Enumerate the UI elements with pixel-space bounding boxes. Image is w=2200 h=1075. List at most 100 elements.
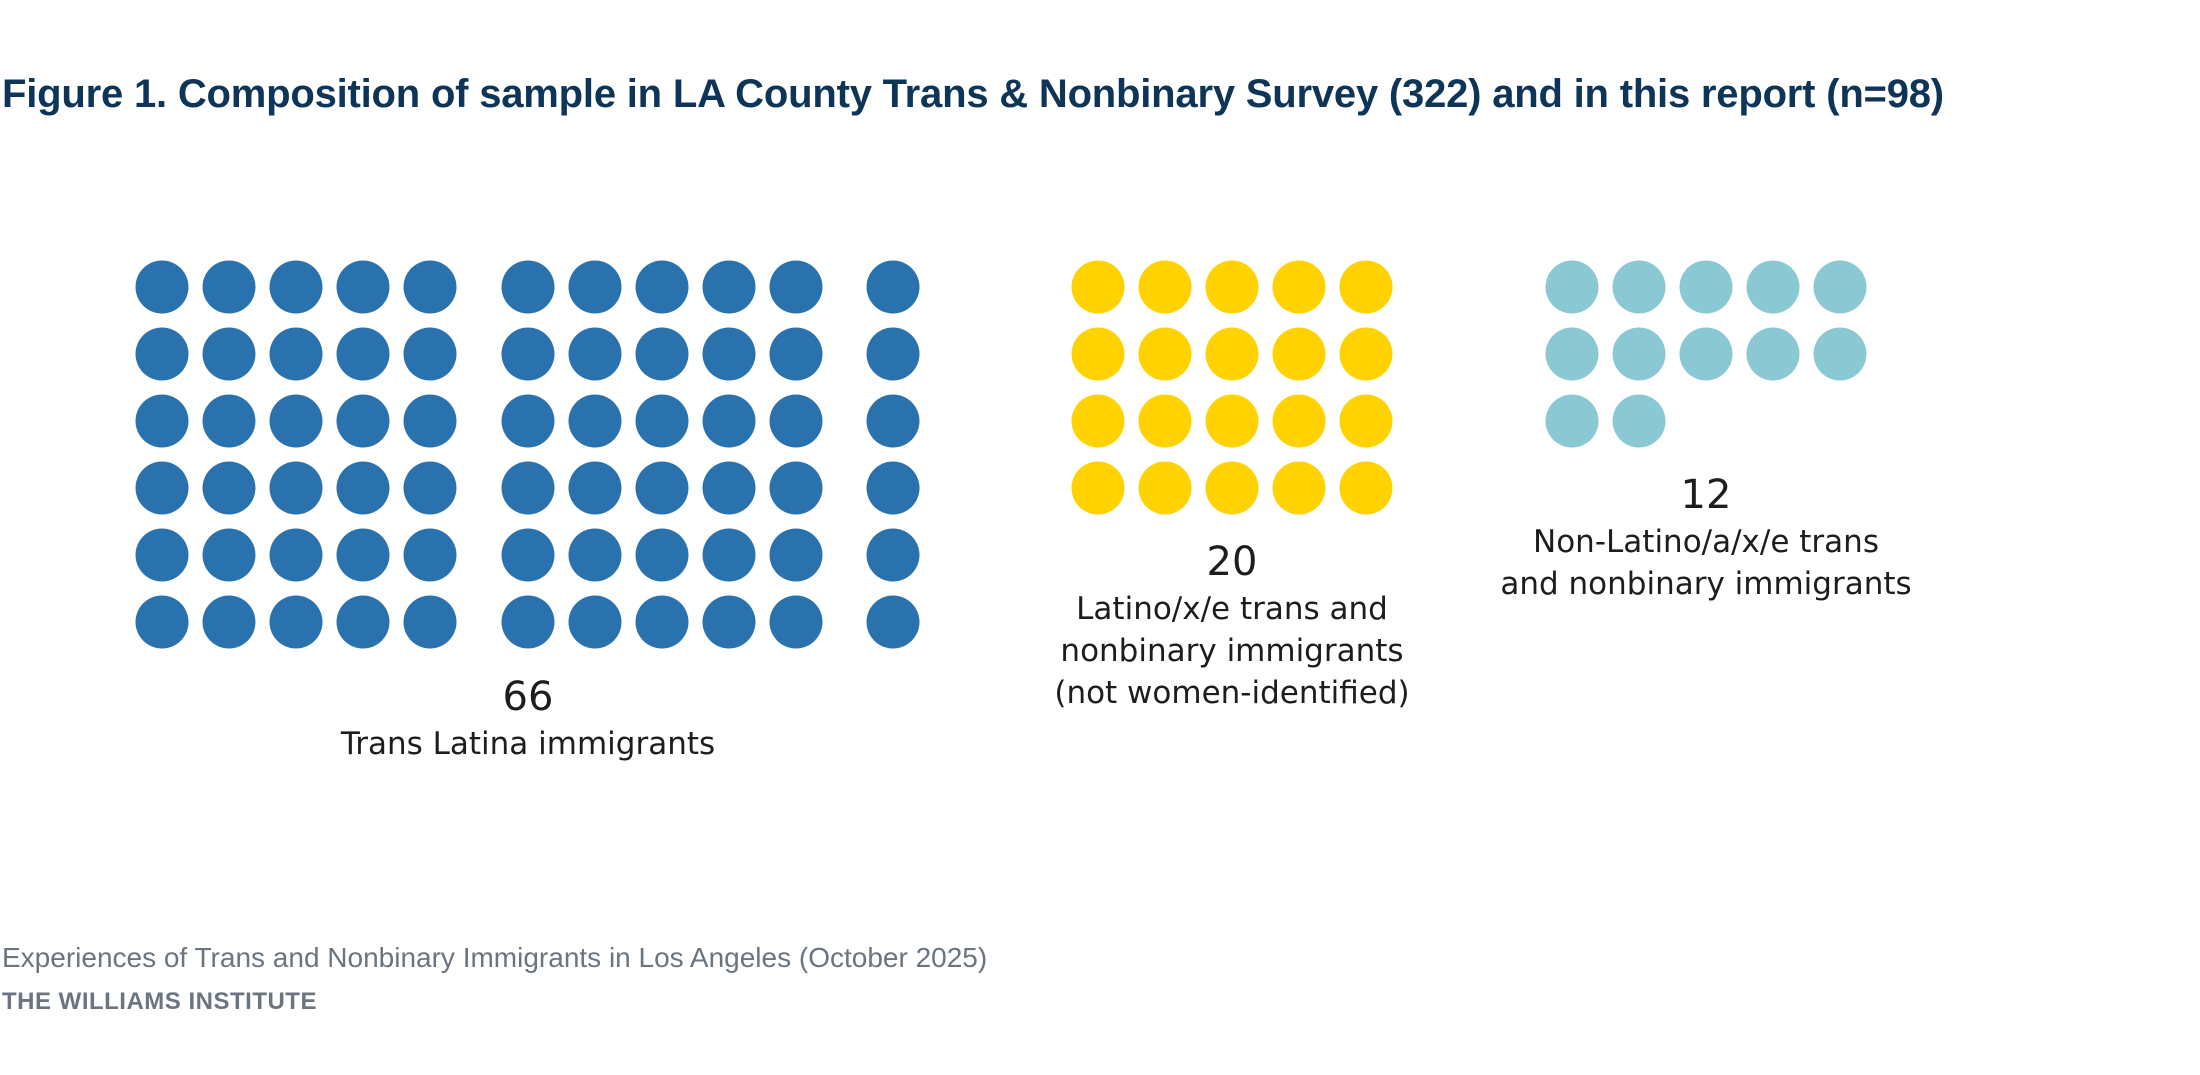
waffle-group-non-latino-a-x-e-trans-and-nonbinary-immigrants bbox=[1545, 260, 1867, 448]
dot-trans-latina-immigrants bbox=[769, 394, 823, 448]
count-label-latino-x-e-trans-and-nonbinary-immigrants-not-women-identified: 20 bbox=[1207, 539, 1258, 585]
dot-trans-latina-immigrants bbox=[336, 260, 390, 314]
dot-trans-latina-immigrants bbox=[202, 260, 256, 314]
dot-latino-x-e-trans-and-nonbinary-immigrants-not-women-identified bbox=[1138, 260, 1192, 314]
dot-latino-x-e-trans-and-nonbinary-immigrants-not-women-identified bbox=[1272, 327, 1326, 381]
dot-trans-latina-immigrants bbox=[135, 394, 189, 448]
dot-trans-latina-immigrants bbox=[403, 327, 457, 381]
dot-trans-latina-immigrants bbox=[635, 394, 689, 448]
dot-non-latino-a-x-e-trans-and-nonbinary-immigrants bbox=[1612, 394, 1666, 448]
dot-trans-latina-immigrants bbox=[702, 528, 756, 582]
source-note: Experiences of Trans and Nonbinary Immig… bbox=[2, 942, 988, 973]
dot-trans-latina-immigrants bbox=[769, 595, 823, 649]
dot-trans-latina-immigrants bbox=[635, 461, 689, 515]
dot-trans-latina-immigrants bbox=[403, 394, 457, 448]
dot-latino-x-e-trans-and-nonbinary-immigrants-not-women-identified bbox=[1272, 394, 1326, 448]
waffle-chart: 66 Trans Latina immigrants 20 Latino/x/e tr… bbox=[135, 260, 1912, 762]
dot-trans-latina-immigrants bbox=[501, 595, 555, 649]
dot-trans-latina-immigrants bbox=[269, 528, 323, 582]
dot-latino-x-e-trans-and-nonbinary-immigrants-not-women-identified bbox=[1138, 327, 1192, 381]
dot-trans-latina-immigrants bbox=[568, 394, 622, 448]
dot-trans-latina-immigrants bbox=[403, 528, 457, 582]
dot-non-latino-a-x-e-trans-and-nonbinary-immigrants bbox=[1679, 260, 1733, 314]
dot-trans-latina-immigrants bbox=[635, 528, 689, 582]
dot-latino-x-e-trans-and-nonbinary-immigrants-not-women-identified bbox=[1205, 327, 1259, 381]
dot-trans-latina-immigrants bbox=[866, 595, 920, 649]
dot-trans-latina-immigrants bbox=[403, 260, 457, 314]
dot-trans-latina-immigrants bbox=[202, 461, 256, 515]
count-label-trans-latina-immigrants: 66 bbox=[503, 674, 554, 720]
dot-trans-latina-immigrants bbox=[501, 528, 555, 582]
group-label-latino-x-e-trans-and-nonbinary-immigrants-not-women-identified: Latino/x/e trans and bbox=[1076, 591, 1388, 627]
dot-latino-x-e-trans-and-nonbinary-immigrants-not-women-identified bbox=[1339, 461, 1393, 515]
dot-non-latino-a-x-e-trans-and-nonbinary-immigrants bbox=[1679, 327, 1733, 381]
dot-trans-latina-immigrants bbox=[568, 528, 622, 582]
group-label-non-latino-a-x-e-trans-and-nonbinary-immigrants: and nonbinary immigrants bbox=[1500, 566, 1911, 602]
dot-non-latino-a-x-e-trans-and-nonbinary-immigrants bbox=[1813, 260, 1867, 314]
dot-trans-latina-immigrants bbox=[336, 595, 390, 649]
dot-trans-latina-immigrants bbox=[702, 461, 756, 515]
dot-trans-latina-immigrants bbox=[568, 260, 622, 314]
dot-trans-latina-immigrants bbox=[769, 327, 823, 381]
dot-trans-latina-immigrants bbox=[702, 260, 756, 314]
dot-trans-latina-immigrants bbox=[568, 327, 622, 381]
dot-trans-latina-immigrants bbox=[269, 260, 323, 314]
dot-latino-x-e-trans-and-nonbinary-immigrants-not-women-identified bbox=[1138, 461, 1192, 515]
dot-trans-latina-immigrants bbox=[135, 260, 189, 314]
dot-trans-latina-immigrants bbox=[269, 461, 323, 515]
dot-latino-x-e-trans-and-nonbinary-immigrants-not-women-identified bbox=[1205, 394, 1259, 448]
dot-trans-latina-immigrants bbox=[202, 595, 256, 649]
dot-trans-latina-immigrants bbox=[135, 595, 189, 649]
dot-trans-latina-immigrants bbox=[269, 327, 323, 381]
dot-latino-x-e-trans-and-nonbinary-immigrants-not-women-identified bbox=[1205, 260, 1259, 314]
dot-non-latino-a-x-e-trans-and-nonbinary-immigrants bbox=[1746, 260, 1800, 314]
dot-trans-latina-immigrants bbox=[501, 327, 555, 381]
dot-non-latino-a-x-e-trans-and-nonbinary-immigrants bbox=[1813, 327, 1867, 381]
dot-trans-latina-immigrants bbox=[568, 595, 622, 649]
dot-trans-latina-immigrants bbox=[202, 327, 256, 381]
dot-trans-latina-immigrants bbox=[403, 461, 457, 515]
dot-trans-latina-immigrants bbox=[135, 528, 189, 582]
dot-trans-latina-immigrants bbox=[501, 394, 555, 448]
dot-trans-latina-immigrants bbox=[501, 461, 555, 515]
dot-latino-x-e-trans-and-nonbinary-immigrants-not-women-identified bbox=[1071, 327, 1125, 381]
figure-title: Figure 1. Composition of sample in LA Co… bbox=[2, 72, 1944, 116]
dot-trans-latina-immigrants bbox=[501, 260, 555, 314]
group-label-trans-latina-immigrants: Trans Latina immigrants bbox=[340, 726, 715, 762]
dot-latino-x-e-trans-and-nonbinary-immigrants-not-women-identified bbox=[1272, 260, 1326, 314]
dot-trans-latina-immigrants bbox=[635, 595, 689, 649]
dot-trans-latina-immigrants bbox=[336, 528, 390, 582]
organization-name: THE WILLIAMS INSTITUTE bbox=[2, 988, 317, 1015]
dot-trans-latina-immigrants bbox=[702, 595, 756, 649]
dot-trans-latina-immigrants bbox=[135, 327, 189, 381]
dot-trans-latina-immigrants bbox=[769, 461, 823, 515]
group-label-non-latino-a-x-e-trans-and-nonbinary-immigrants: Non-Latino/a/x/e trans bbox=[1533, 524, 1879, 560]
dot-trans-latina-immigrants bbox=[769, 528, 823, 582]
dot-trans-latina-immigrants bbox=[866, 528, 920, 582]
dot-trans-latina-immigrants bbox=[568, 461, 622, 515]
waffle-group-trans-latina-immigrants bbox=[135, 260, 920, 649]
dot-latino-x-e-trans-and-nonbinary-immigrants-not-women-identified bbox=[1071, 461, 1125, 515]
dot-trans-latina-immigrants bbox=[202, 528, 256, 582]
dot-latino-x-e-trans-and-nonbinary-immigrants-not-women-identified bbox=[1071, 260, 1125, 314]
dot-non-latino-a-x-e-trans-and-nonbinary-immigrants bbox=[1545, 394, 1599, 448]
dot-trans-latina-immigrants bbox=[866, 461, 920, 515]
group-label-latino-x-e-trans-and-nonbinary-immigrants-not-women-identified: (not women-identified) bbox=[1054, 675, 1409, 711]
dot-trans-latina-immigrants bbox=[866, 260, 920, 314]
dot-non-latino-a-x-e-trans-and-nonbinary-immigrants bbox=[1612, 260, 1666, 314]
dot-trans-latina-immigrants bbox=[866, 327, 920, 381]
dot-trans-latina-immigrants bbox=[336, 394, 390, 448]
count-label-non-latino-a-x-e-trans-and-nonbinary-immigrants: 12 bbox=[1681, 472, 1732, 518]
dot-latino-x-e-trans-and-nonbinary-immigrants-not-women-identified bbox=[1071, 394, 1125, 448]
dot-trans-latina-immigrants bbox=[336, 461, 390, 515]
dot-trans-latina-immigrants bbox=[135, 461, 189, 515]
dot-non-latino-a-x-e-trans-and-nonbinary-immigrants bbox=[1746, 327, 1800, 381]
dot-latino-x-e-trans-and-nonbinary-immigrants-not-women-identified bbox=[1272, 461, 1326, 515]
dot-trans-latina-immigrants bbox=[702, 394, 756, 448]
dot-trans-latina-immigrants bbox=[635, 260, 689, 314]
waffle-group-latino-x-e-trans-and-nonbinary-immigrants-not-women-identified bbox=[1071, 260, 1393, 515]
dot-latino-x-e-trans-and-nonbinary-immigrants-not-women-identified bbox=[1138, 394, 1192, 448]
dot-trans-latina-immigrants bbox=[866, 394, 920, 448]
group-label-latino-x-e-trans-and-nonbinary-immigrants-not-women-identified: nonbinary immigrants bbox=[1060, 633, 1403, 669]
dot-trans-latina-immigrants bbox=[269, 595, 323, 649]
